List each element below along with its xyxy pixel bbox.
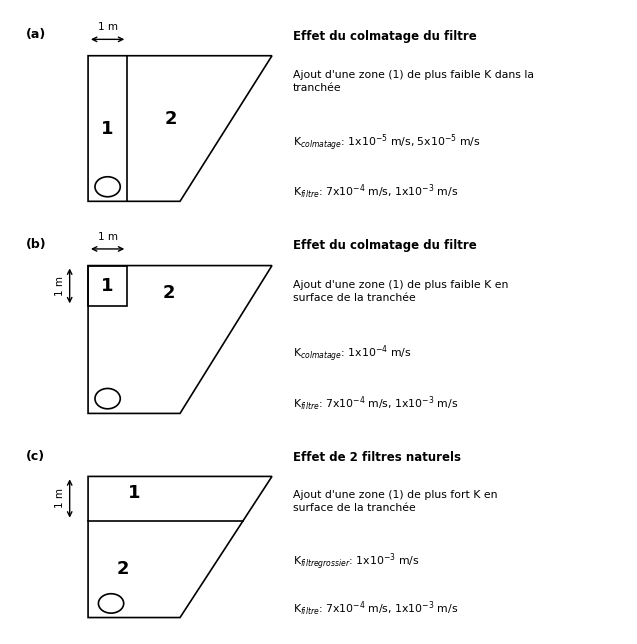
Text: 1 m: 1 m bbox=[55, 276, 66, 296]
Text: 2: 2 bbox=[117, 560, 129, 578]
Text: Ajout d'une zone (1) de plus faible K dans la
tranchée: Ajout d'une zone (1) de plus faible K da… bbox=[293, 70, 534, 93]
Text: 1 m: 1 m bbox=[55, 488, 66, 509]
Text: 1 m: 1 m bbox=[97, 232, 118, 242]
Text: (b): (b) bbox=[26, 238, 47, 251]
Text: 1: 1 bbox=[128, 484, 140, 502]
Text: 2: 2 bbox=[162, 284, 175, 302]
Text: 1 m: 1 m bbox=[97, 22, 118, 32]
Text: 2: 2 bbox=[164, 110, 177, 128]
Text: (a): (a) bbox=[26, 28, 47, 41]
Text: Effet du colmatage du filtre: Effet du colmatage du filtre bbox=[293, 30, 476, 43]
Text: K$_{filtre}$: 7x10$^{-4}$ m/s, 1x10$^{-3}$ m/s: K$_{filtre}$: 7x10$^{-4}$ m/s, 1x10$^{-3… bbox=[293, 394, 458, 413]
Text: Effet du colmatage du filtre: Effet du colmatage du filtre bbox=[293, 240, 476, 252]
Text: K$_{filtre}$: 7x10$^{-4}$ m/s, 1x10$^{-3}$ m/s: K$_{filtre}$: 7x10$^{-4}$ m/s, 1x10$^{-3… bbox=[293, 183, 458, 201]
Text: (c): (c) bbox=[26, 450, 45, 463]
Text: 1: 1 bbox=[101, 277, 114, 295]
Text: K$_{filtre}$: 7x10$^{-4}$ m/s, 1x10$^{-3}$ m/s: K$_{filtre}$: 7x10$^{-4}$ m/s, 1x10$^{-3… bbox=[293, 600, 458, 618]
Text: K$_{filtre grossier}$: 1x10$^{-3}$ m/s: K$_{filtre grossier}$: 1x10$^{-3}$ m/s bbox=[293, 551, 420, 572]
Bar bbox=[88, 265, 127, 307]
Text: K$_{colmatage}$: 1x10$^{-4}$ m/s: K$_{colmatage}$: 1x10$^{-4}$ m/s bbox=[293, 343, 412, 365]
Text: Ajout d'une zone (1) de plus fort K en
surface de la tranchée: Ajout d'une zone (1) de plus fort K en s… bbox=[293, 490, 497, 513]
Text: 1: 1 bbox=[101, 120, 114, 138]
Text: Ajout d'une zone (1) de plus faible K en
surface de la tranchée: Ajout d'une zone (1) de plus faible K en… bbox=[293, 279, 508, 303]
Text: K$_{colmatage}$: 1x10$^{-5}$ m/s, 5x10$^{-5}$ m/s: K$_{colmatage}$: 1x10$^{-5}$ m/s, 5x10$^… bbox=[293, 133, 481, 153]
Text: Effet de 2 filtres naturels: Effet de 2 filtres naturels bbox=[293, 451, 461, 464]
